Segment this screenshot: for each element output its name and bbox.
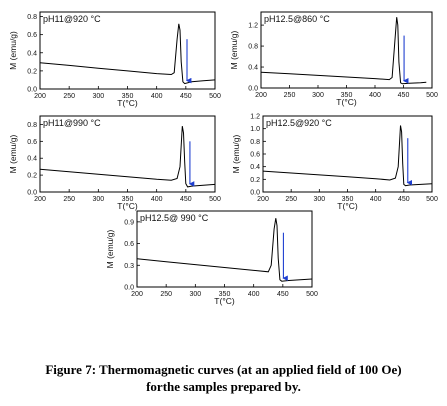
y-axis-label: M (emu/g) [105,229,115,268]
y-tick-label: 0.0 [27,87,37,94]
panel-label: pH12.5@920 °C [266,118,332,128]
panel-label: pH11@990 °C [43,118,101,128]
x-tick-label: 250 [63,93,75,100]
y-tick-label: 0.4 [250,164,260,171]
y-tick-label: 0.2 [27,173,37,180]
x-tick-label: 400 [151,93,163,100]
panel-4: 200 250 300 350 400 450 500 0.0 0.2 0.4 0.6 0.8 1.0 1… [231,114,438,212]
x-tick-label: 450 [180,93,192,100]
y-tick-label: 0.2 [250,177,260,184]
x-tick-label: 250 [285,196,297,203]
magnetization-curve [136,218,313,282]
x-tick-label: 200 [131,291,143,298]
panel-label: pH12.5@ 990 °C [140,213,209,223]
panel-3: 200 250 300 350 400 450 500 0.0 0.2 0.4 0.6 0.8 T(°C… [8,115,221,211]
y-tick-label: 1.0 [250,126,260,133]
x-tick-label: 300 [313,196,325,203]
x-axis-label: T(°C) [117,98,138,108]
y-tick-label: 0.9 [124,219,134,226]
x-tick-label: 300 [92,196,104,203]
y-tick-label: 1.2 [248,23,258,30]
figure-caption-line-2: forthe samples prepared by. [146,379,301,394]
x-tick-label: 350 [341,92,353,99]
y-tick-label: 0.0 [250,190,260,197]
panel-label: pH11@920 °C [43,14,101,24]
magnetization-curve [260,17,427,85]
y-tick-label: 0.8 [27,122,37,129]
y-axis-label: M (emu/g) [8,31,18,70]
x-tick-label: 350 [342,196,354,203]
x-axis-label: T(°C) [214,296,235,306]
x-axis-label: T(°C) [117,201,138,211]
y-tick-label: 0.8 [250,139,260,146]
x-tick-label: 500 [306,291,318,298]
y-tick-label: 0.6 [27,32,37,39]
x-tick-label: 450 [398,196,410,203]
y-tick-label: 0.0 [27,190,37,197]
x-tick-label: 450 [277,291,289,298]
x-tick-label: 500 [426,196,438,203]
x-tick-label: 200 [257,196,269,203]
x-axis-label: T(°C) [336,97,357,107]
x-tick-label: 500 [209,196,221,203]
magnetization-curve [39,23,216,85]
x-tick-label: 450 [180,196,192,203]
magnetization-curve [39,126,216,188]
x-tick-label: 400 [370,196,382,203]
y-tick-label: 0.6 [124,241,134,248]
x-tick-label: 250 [63,196,75,203]
x-tick-label: 400 [151,196,163,203]
y-axis-label: M (emu/g) [8,134,18,173]
y-tick-label: 1.2 [250,114,260,121]
y-tick-label: 0.3 [124,263,134,270]
y-tick-label: 0.0 [248,86,258,93]
x-tick-label: 400 [369,92,381,99]
y-tick-label: 0.8 [248,44,258,51]
x-tick-label: 350 [122,93,134,100]
x-tick-label: 300 [312,92,324,99]
y-tick-label: 0.4 [27,156,37,163]
y-tick-label: 0.4 [27,50,37,57]
y-tick-label: 0.2 [27,68,37,75]
y-tick-label: 0.8 [27,14,37,21]
x-tick-label: 300 [92,93,104,100]
x-tick-label: 400 [248,291,260,298]
panel-1: 200 250 300 350 400 450 500 0.0 0.2 0.4 0.6 0.8 T(°C… [8,11,221,108]
x-tick-label: 350 [219,291,231,298]
x-tick-label: 200 [34,93,46,100]
x-tick-label: 250 [284,92,296,99]
x-tick-label: 450 [398,92,410,99]
magnetization-curve [262,125,433,187]
panel-5: 200 250 300 350 400 450 500 0.0 0.3 0.6 0.9 T(°C) M … [105,210,318,306]
y-tick-label: 0.6 [27,139,37,146]
x-tick-label: 500 [426,92,438,99]
y-tick-label: 0.4 [248,65,258,72]
panel-label: pH12.5@860 °C [264,14,330,24]
x-tick-label: 200 [34,196,46,203]
figure-caption-line-1: Figure 7: Thermomagnetic curves (at an a… [45,362,402,377]
panel-2: 200 250 300 350 400 450 500 0.0 0.4 0.8 1.2 T(°C) M … [229,11,438,107]
x-tick-label: 250 [160,291,172,298]
y-axis-label: M (emu/g) [229,30,239,69]
y-axis-label: M (emu/g) [231,134,241,173]
x-axis-label: T(°C) [337,201,358,211]
y-tick-label: 0.6 [250,152,260,159]
x-tick-label: 300 [189,291,201,298]
x-tick-label: 500 [209,93,221,100]
x-tick-label: 350 [122,196,134,203]
x-tick-label: 200 [255,92,267,99]
y-tick-label: 0.0 [124,285,134,292]
